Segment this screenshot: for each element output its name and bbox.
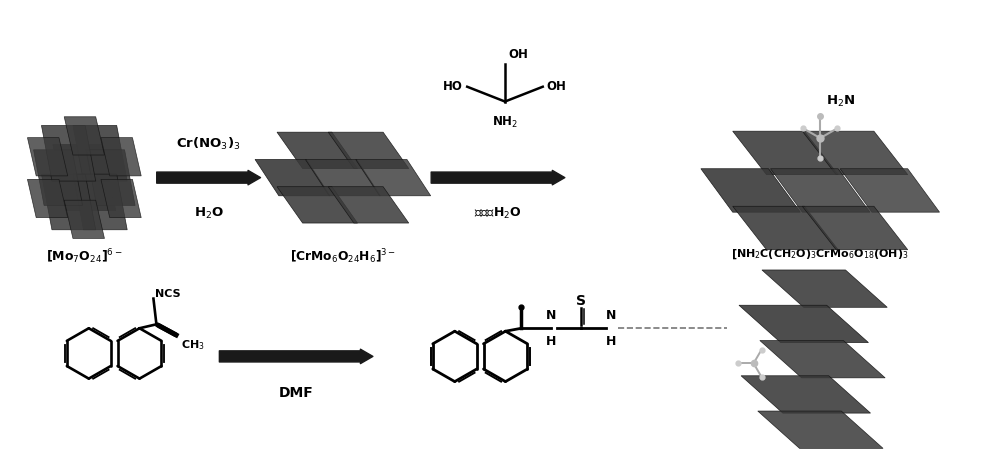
Polygon shape [53,145,116,211]
Text: N: N [546,308,556,322]
Text: NH$_2$: NH$_2$ [492,114,518,129]
Polygon shape [64,117,104,156]
Text: S: S [576,293,586,307]
Text: OH: OH [547,80,567,93]
Text: CH$_3$: CH$_3$ [181,338,205,351]
Polygon shape [733,132,838,175]
Text: H: H [546,334,556,348]
Polygon shape [27,180,68,218]
Text: [Mo$_7$O$_{24}$]$^{6-}$: [Mo$_7$O$_{24}$]$^{6-}$ [46,247,123,266]
Text: H$_2$O: H$_2$O [194,206,224,221]
Text: [CrMo$_6$O$_{24}$H$_6$]$^{3-}$: [CrMo$_6$O$_{24}$H$_6$]$^{3-}$ [290,247,396,266]
Text: HO: HO [443,80,463,93]
Polygon shape [34,151,83,206]
Polygon shape [27,138,68,177]
Polygon shape [840,169,940,213]
Polygon shape [733,207,838,250]
Polygon shape [64,201,104,239]
Polygon shape [86,151,135,206]
Polygon shape [328,187,409,223]
Polygon shape [760,341,885,378]
Polygon shape [328,133,409,169]
Polygon shape [101,138,141,177]
Polygon shape [73,175,127,230]
Polygon shape [41,126,96,182]
Polygon shape [741,376,871,413]
Text: 水热、H$_2$O: 水热、H$_2$O [474,206,522,221]
Polygon shape [41,175,96,230]
Text: N: N [606,308,616,322]
Polygon shape [255,160,330,197]
Text: NCS: NCS [155,288,181,298]
Polygon shape [802,207,908,250]
Polygon shape [770,169,870,213]
Polygon shape [739,306,868,343]
Text: Cr(NO$_3$)$_3$: Cr(NO$_3$)$_3$ [176,136,241,152]
Polygon shape [356,160,431,197]
Polygon shape [73,126,127,182]
Text: H: H [606,334,616,348]
Polygon shape [758,411,883,448]
Polygon shape [701,169,800,213]
Text: H$_2$N: H$_2$N [826,94,856,109]
Polygon shape [277,187,358,223]
Text: [NH$_2$C(CH$_2$O)$_3$CrMo$_6$O$_{18}$(OH)$_3$: [NH$_2$C(CH$_2$O)$_3$CrMo$_6$O$_{18}$(OH… [731,247,909,261]
Polygon shape [277,133,358,169]
Text: DMF: DMF [279,385,314,399]
Polygon shape [305,160,380,197]
Polygon shape [101,180,141,218]
Text: OH: OH [508,48,528,61]
Polygon shape [762,270,887,308]
Polygon shape [802,132,908,175]
